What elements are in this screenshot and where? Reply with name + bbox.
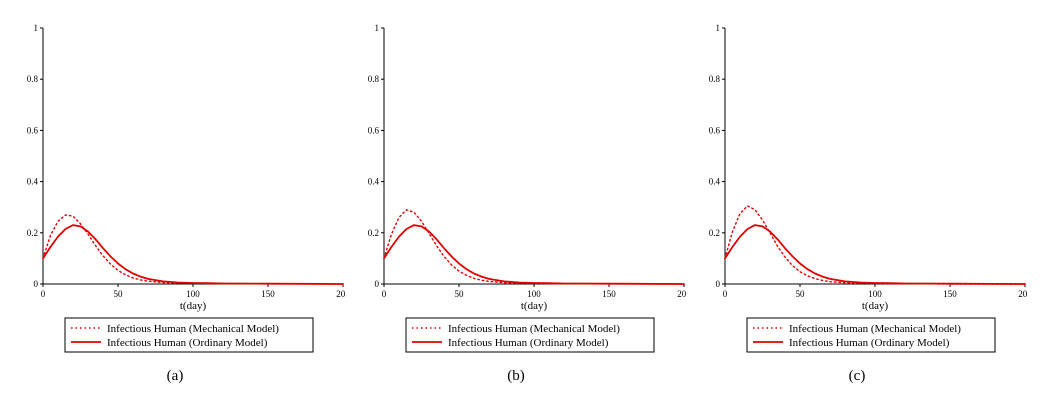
chart-svg: 0 0.2 0.4 0.6 0.8 1 0 50 100 150 200 t(day) Infectio… — [709, 23, 1027, 353]
series-line-mechanical — [383, 209, 685, 285]
legend-label: Infectious Human (Ordinary Model) — [789, 337, 950, 349]
y-tick-label: 0.2 — [709, 228, 720, 238]
x-tick-label: 0 — [382, 289, 387, 299]
y-tick-label: 0 — [375, 279, 380, 289]
chart-panel-b: 0 0.2 0.4 0.6 0.8 1 0 50 100 150 200 t(day) Infectio… — [346, 0, 686, 408]
x-tick-label: 100 — [527, 289, 541, 299]
y-tick-label: 0.6 — [709, 125, 721, 135]
x-axis-label: t(day) — [862, 300, 889, 312]
y-tick-label: 0.6 — [368, 125, 380, 135]
x-tick-label: 150 — [602, 289, 616, 299]
legend-label: Infectious Human (Mechanical Model) — [448, 323, 620, 335]
y-tick-label: 1 — [375, 23, 380, 33]
x-tick-label: 50 — [796, 289, 806, 299]
x-tick-label: 0 — [41, 289, 46, 299]
y-tick-label: 0 — [34, 279, 39, 289]
legend-box — [746, 317, 996, 353]
y-tick-label: 0 — [716, 279, 721, 289]
x-axis-label: t(day) — [180, 300, 207, 312]
panel-caption: (c) — [848, 368, 866, 384]
chart-svg: 0 0.2 0.4 0.6 0.8 1 0 50 100 150 200 t(day) Infectio… — [368, 23, 686, 353]
series-line-mechanical — [42, 214, 344, 285]
panel-caption: (a) — [166, 368, 184, 384]
x-tick-label: 200 — [1018, 289, 1027, 299]
x-tick-label: 0 — [723, 289, 728, 299]
x-tick-label: 150 — [943, 289, 957, 299]
chart-panel-a: 0 0.2 0.4 0.6 0.8 1 0 50 100 150 200 t(day) Infectio… — [5, 0, 345, 408]
series-line-ordinary — [383, 224, 685, 285]
chart-svg: 0 0.2 0.4 0.6 0.8 1 0 50 100 150 200 t(day) Infectio… — [27, 23, 345, 353]
y-tick-label: 0.6 — [27, 125, 39, 135]
y-tick-label: 0.4 — [709, 177, 721, 187]
legend-label: Infectious Human (Ordinary Model) — [448, 337, 609, 349]
x-tick-label: 100 — [186, 289, 200, 299]
legend-label: Infectious Human (Ordinary Model) — [107, 337, 268, 349]
y-tick-label: 0.8 — [709, 74, 721, 84]
y-tick-label: 1 — [34, 23, 39, 33]
x-tick-label: 150 — [261, 289, 275, 299]
x-axis-label: t(day) — [521, 300, 548, 312]
y-tick-label: 1 — [716, 23, 721, 33]
y-tick-label: 0.8 — [27, 74, 39, 84]
series-line-ordinary — [724, 224, 1026, 285]
chart-panel-c: 0 0.2 0.4 0.6 0.8 1 0 50 100 150 200 t(day) Infectio… — [687, 0, 1027, 408]
legend-label: Infectious Human (Mechanical Model) — [107, 323, 279, 335]
legend-box — [64, 317, 314, 353]
legend-box — [405, 317, 655, 353]
x-tick-label: 50 — [455, 289, 465, 299]
series-line-mechanical — [724, 205, 1026, 285]
y-tick-label: 0.2 — [27, 228, 38, 238]
y-tick-label: 0.4 — [27, 177, 39, 187]
x-tick-label: 50 — [114, 289, 124, 299]
x-tick-label: 100 — [868, 289, 882, 299]
y-tick-label: 0.4 — [368, 177, 380, 187]
legend-label: Infectious Human (Mechanical Model) — [789, 323, 961, 335]
series-line-ordinary — [42, 224, 344, 285]
x-tick-label: 200 — [677, 289, 686, 299]
x-tick-label: 200 — [336, 289, 345, 299]
y-tick-label: 0.8 — [368, 74, 380, 84]
y-tick-label: 0.2 — [368, 228, 379, 238]
panel-caption: (b) — [507, 368, 525, 384]
